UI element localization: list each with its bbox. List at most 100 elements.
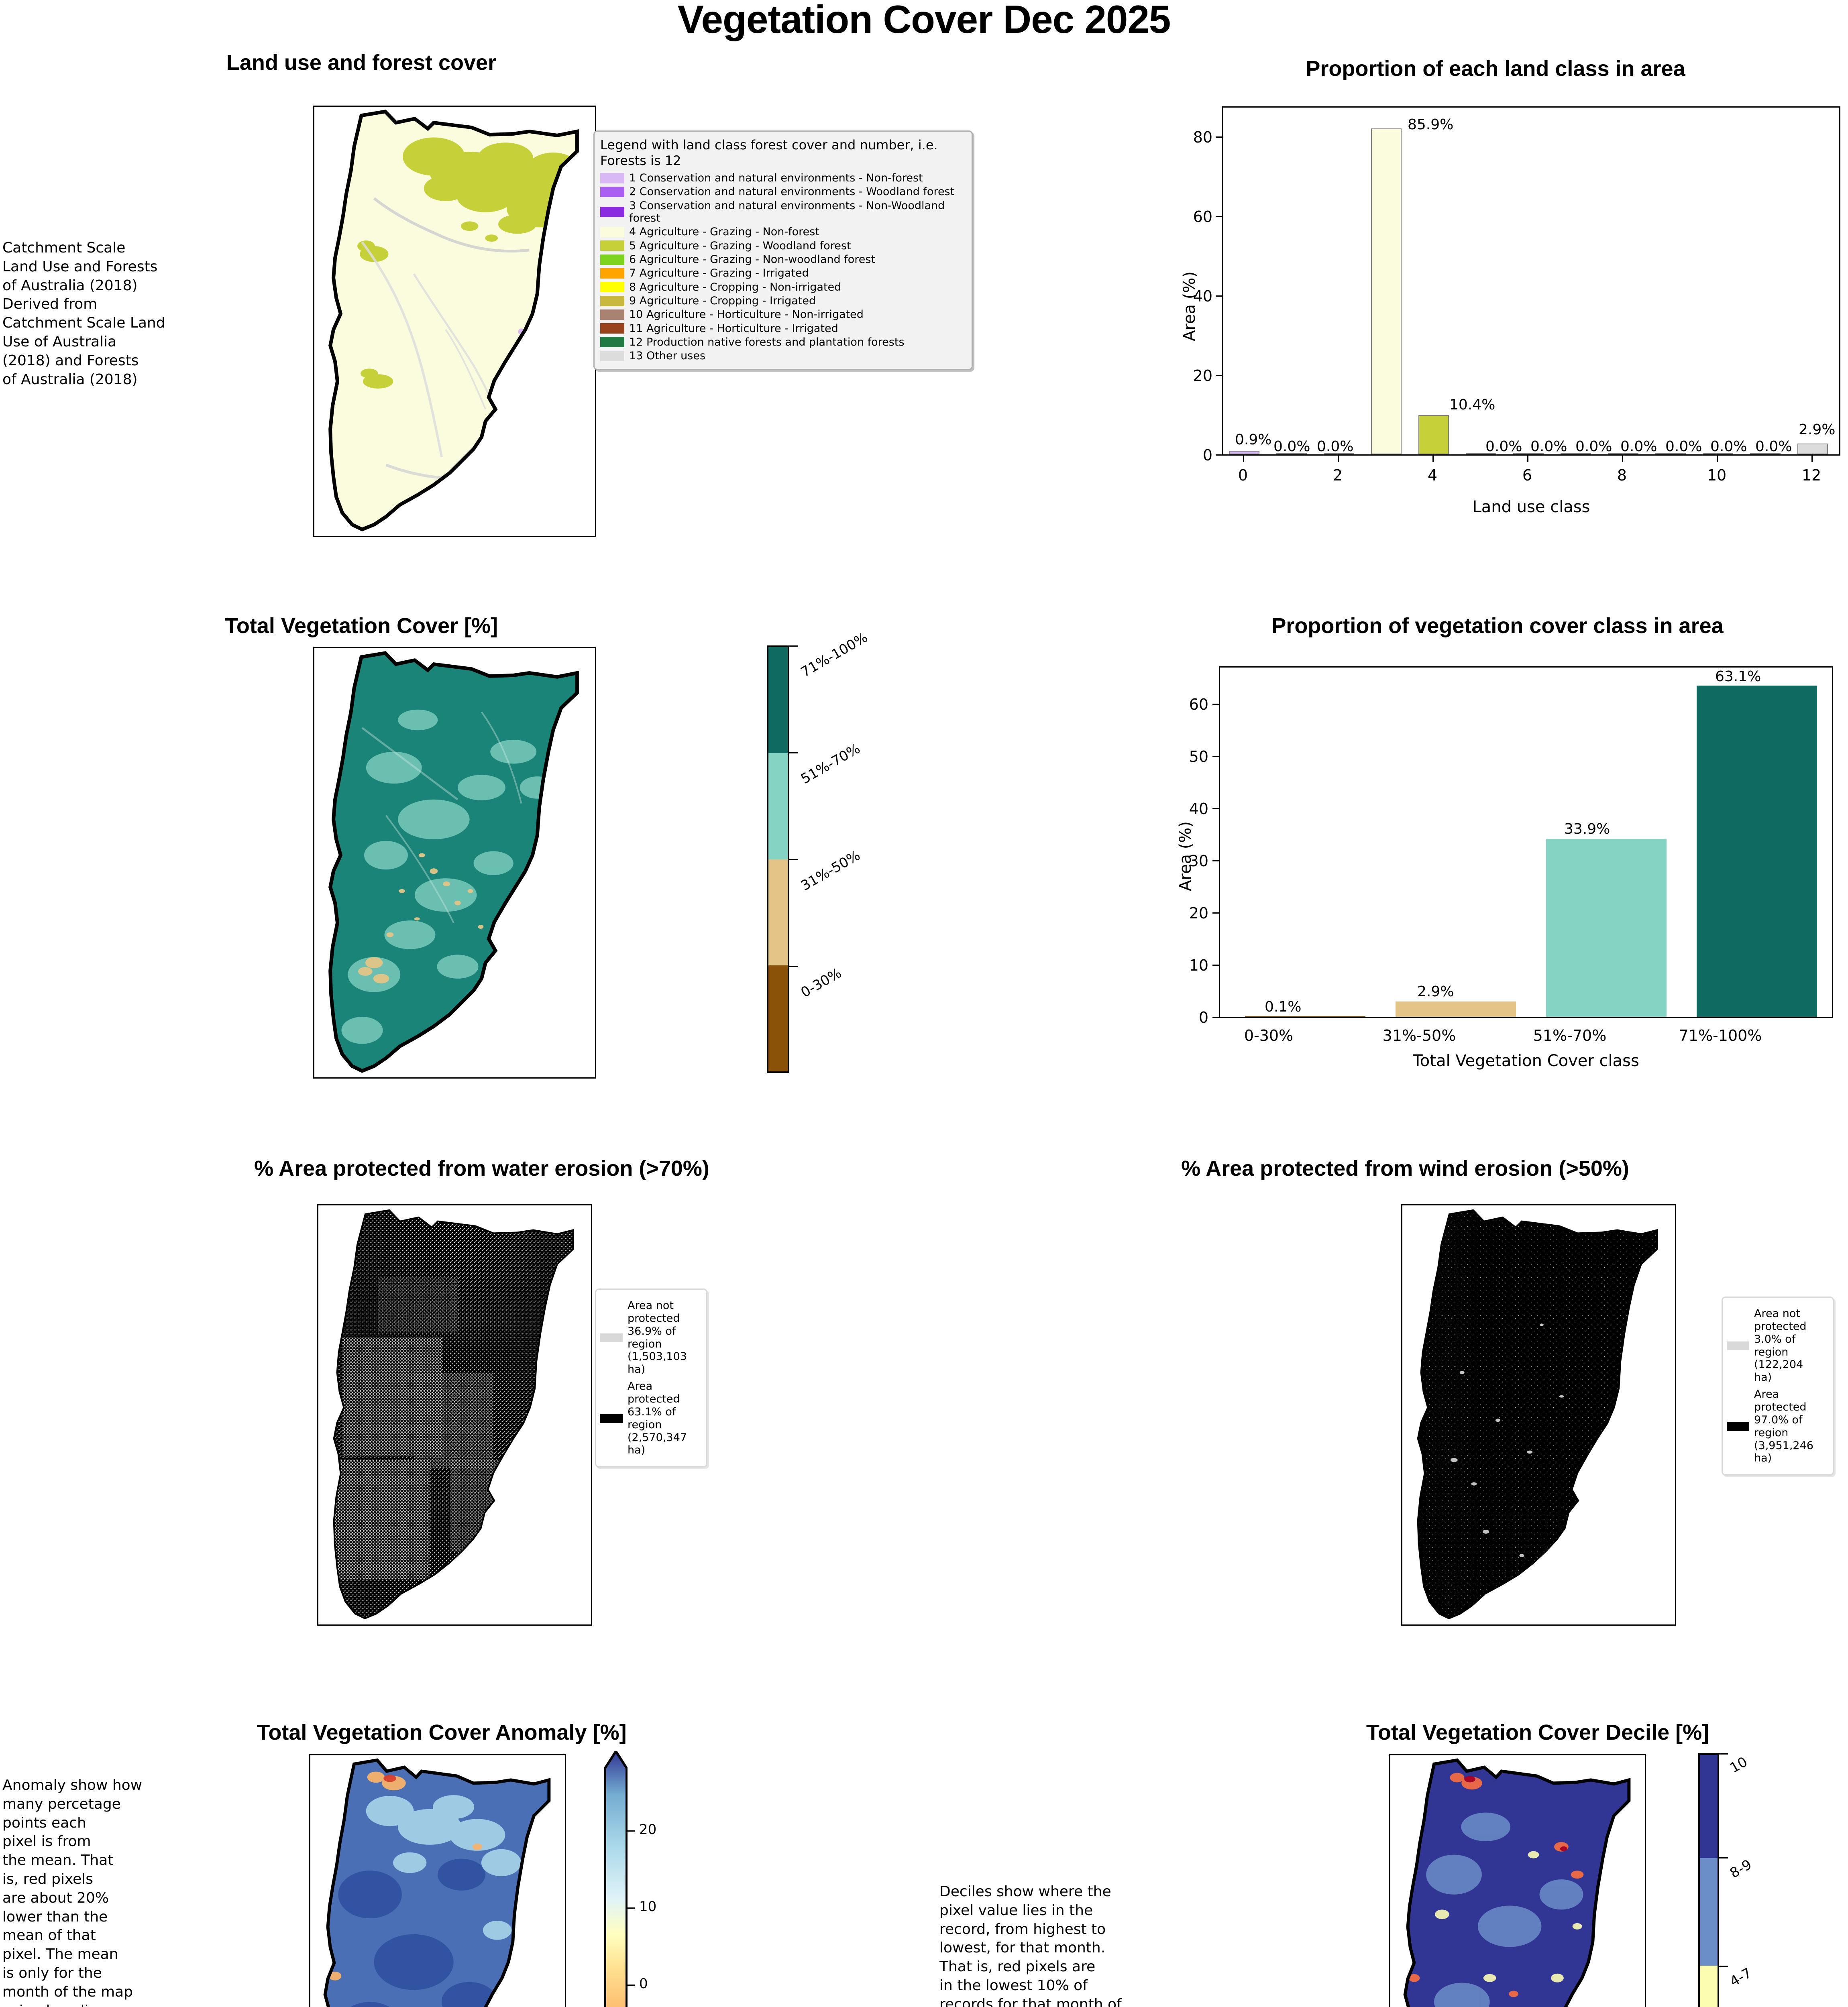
legend-swatch-1 <box>600 173 624 183</box>
cbar-label: 31%-50% <box>798 847 863 894</box>
bar-data-label: 0.0% <box>1620 438 1657 455</box>
y-tick-mark <box>1216 216 1222 217</box>
bar-1[interactable] <box>1276 453 1307 454</box>
bar-5[interactable] <box>1466 453 1496 454</box>
swatch-not-protected <box>600 1333 623 1342</box>
veg-cover-map[interactable] <box>313 647 596 1079</box>
y-tick-label: 50 <box>1189 748 1208 765</box>
anomaly-panel-title: Total Vegetation Cover Anomaly [%] <box>257 1720 627 1744</box>
bar-data-label: 2.9% <box>1417 983 1454 1000</box>
bar-71-100[interactable] <box>1697 686 1817 1017</box>
bar-data-label: 0.0% <box>1575 438 1612 455</box>
decile-panel-title: Total Vegetation Cover Decile [%] <box>1366 1720 1709 1744</box>
bar-data-label: 0.0% <box>1530 438 1567 455</box>
bar-31-50[interactable] <box>1396 1001 1516 1017</box>
bar-data-label: 10.4% <box>1449 397 1496 413</box>
bar-0[interactable] <box>1229 451 1259 454</box>
water-erosion-map[interactable] <box>317 1204 592 1626</box>
bar-9[interactable] <box>1655 453 1686 454</box>
y-tick-mark <box>1212 704 1219 705</box>
cbar-tick <box>789 752 798 753</box>
veg-class-plot-area <box>1219 666 1833 1018</box>
x-tick-label: 6 <box>1522 466 1532 484</box>
y-tick-label: 40 <box>1193 287 1212 305</box>
legend-item-label: Area protected 63.1% of region (2,570,34… <box>628 1380 687 1457</box>
bar-11[interactable] <box>1750 453 1781 454</box>
bar-0-30[interactable] <box>1245 1016 1365 1017</box>
wind-erosion-legend: Area not protected 3.0% of region (122,2… <box>1722 1297 1834 1476</box>
legend-item[interactable]: 2 Conservation and natural environments … <box>600 185 965 198</box>
veg-cover-colorbar <box>767 645 789 1073</box>
legend-swatch-3 <box>600 207 624 217</box>
legend-item[interactable]: 11 Agriculture - Horticulture - Irrigate… <box>600 322 965 335</box>
legend-item-label: 11 Agriculture - Horticulture - Irrigate… <box>629 322 838 335</box>
legend-swatch-11 <box>600 323 624 334</box>
legend-item-protected[interactable]: Area protected 63.1% of region (2,570,34… <box>600 1380 702 1457</box>
legend-swatch-4 <box>600 226 624 237</box>
legend-item[interactable]: 4 Agriculture - Grazing - Non-forest <box>600 226 965 238</box>
legend-item[interactable]: 9 Agriculture - Cropping - Irrigated <box>600 295 965 307</box>
land-use-source-note: Catchment Scale Land Use and Forests of … <box>2 240 165 388</box>
legend-item[interactable]: 12 Production native forests and plantat… <box>600 336 965 348</box>
legend-item[interactable]: 10 Agriculture - Horticulture - Non-irri… <box>600 308 965 321</box>
legend-item[interactable]: 3 Conservation and natural environments … <box>600 199 965 225</box>
bar-2[interactable] <box>1324 453 1354 454</box>
legend-swatch-7 <box>600 268 624 279</box>
wind-erosion-map-graphic <box>1417 1209 1658 1620</box>
x-tick-mark <box>1243 456 1244 462</box>
bar-12[interactable] <box>1797 444 1828 454</box>
x-tick-label: 8 <box>1617 466 1627 484</box>
bar-10[interactable] <box>1703 453 1733 454</box>
legend-item[interactable]: 7 Agriculture - Grazing - Irrigated <box>600 267 965 279</box>
y-tick-mark <box>1216 295 1222 297</box>
page-title: Vegetation Cover Dec 2025 <box>677 0 1171 41</box>
cbar-tick <box>626 1907 635 1909</box>
legend-item-not-protected[interactable]: Area not protected 3.0% of region (122,2… <box>1727 1307 1829 1384</box>
x-tick-label: 0 <box>1238 466 1248 484</box>
cbar-tick <box>1719 1753 1728 1755</box>
bar-3[interactable] <box>1371 128 1402 454</box>
decile-map[interactable] <box>1389 1754 1646 2007</box>
bar-6[interactable] <box>1513 453 1544 454</box>
y-tick-label: 20 <box>1189 904 1208 922</box>
land-use-map[interactable] <box>313 106 596 537</box>
legend-item-not-protected[interactable]: Area not protected 36.9% of region (1,50… <box>600 1299 702 1376</box>
legend-item[interactable]: 8 Agriculture - Cropping - Non-irrigated <box>600 281 965 293</box>
cbar-label: 10 <box>639 1899 657 1915</box>
cbar-tick <box>1719 1857 1728 1858</box>
land-use-map-graphic <box>328 110 579 531</box>
x-tick-label: 4 <box>1427 466 1438 484</box>
cbar-tick <box>1719 1966 1728 1967</box>
cbar-tick <box>789 966 798 967</box>
x-tick-label: 12 <box>1801 466 1822 484</box>
land-class-chart-title: Proportion of each land class in area <box>1306 57 1685 81</box>
cbar-label: 71%-100% <box>798 629 871 681</box>
x-tick-label: 10 <box>1707 466 1727 484</box>
cbar-label: 0 <box>639 1976 648 1992</box>
cbar-segment-51-70 <box>768 753 788 859</box>
legend-item-protected[interactable]: Area protected 97.0% of region (3,951,24… <box>1727 1388 1829 1465</box>
land-use-legend: Legend with land class forest cover and … <box>593 130 973 370</box>
legend-item-label: 9 Agriculture - Cropping - Irrigated <box>629 294 816 307</box>
legend-swatch-10 <box>600 309 624 320</box>
legend-item[interactable]: 5 Agriculture - Grazing - Woodland fores… <box>600 240 965 252</box>
y-tick-label: 0 <box>1202 446 1212 464</box>
bar-7[interactable] <box>1561 453 1591 454</box>
cbar-tick <box>626 1985 635 1986</box>
veg-class-bar-chart: Area (%) 60 50 40 30 20 10 0 0.1% 2.9% 3… <box>1156 650 1847 1124</box>
y-tick-label: 0 <box>1198 1009 1208 1026</box>
cbar-label: 4-7 <box>1727 1964 1755 1990</box>
legend-item[interactable]: 1 Conservation and natural environments … <box>600 172 965 184</box>
bar-4[interactable] <box>1418 415 1449 454</box>
bar-51-70[interactable] <box>1546 839 1667 1017</box>
legend-item[interactable]: 6 Agriculture - Grazing - Non-woodland f… <box>600 253 965 266</box>
wind-erosion-map[interactable] <box>1401 1204 1676 1626</box>
bar-8[interactable] <box>1608 453 1638 454</box>
land-class-x-axis-label: Land use class <box>1472 498 1590 516</box>
legend-item-label: 2 Conservation and natural environments … <box>629 185 955 198</box>
cbar-label: 20 <box>639 1822 657 1838</box>
anomaly-map[interactable] <box>309 1754 566 2007</box>
legend-swatch-8 <box>600 282 624 293</box>
legend-item[interactable]: 13 Other uses <box>600 350 965 362</box>
legend-item-label: 3 Conservation and natural environments … <box>629 199 945 224</box>
